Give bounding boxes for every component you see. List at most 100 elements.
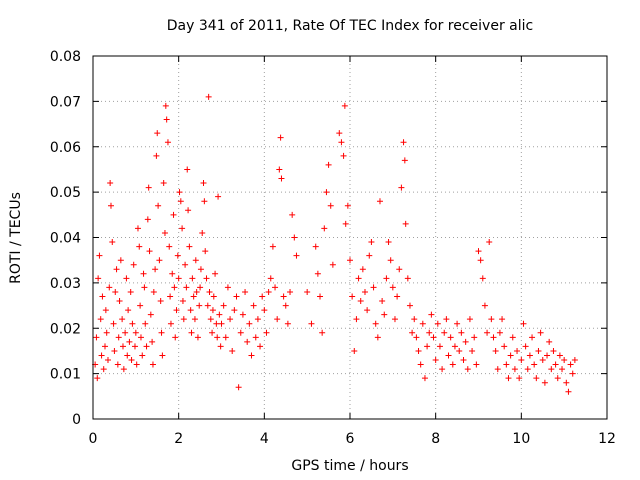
data-point (144, 216, 151, 223)
data-point (188, 329, 195, 336)
data-point (155, 202, 162, 209)
data-point (153, 152, 160, 159)
data-point (389, 284, 396, 291)
data-point (336, 130, 343, 137)
data-point (170, 211, 177, 218)
data-point (120, 366, 127, 373)
data-point (119, 316, 126, 323)
data-point (222, 334, 229, 341)
data-point (161, 229, 168, 236)
data-point (293, 252, 300, 259)
data-point (125, 307, 132, 314)
data-point (217, 343, 224, 350)
data-point (569, 370, 576, 377)
data-point (216, 311, 223, 318)
y-tick-label: 0 (72, 412, 81, 428)
data-point (110, 320, 117, 327)
data-point (116, 298, 123, 305)
data-point (456, 347, 463, 354)
data-point (520, 320, 527, 327)
data-point (215, 193, 222, 200)
data-point (280, 293, 287, 300)
data-point (202, 248, 209, 255)
data-point (189, 275, 196, 282)
data-point (539, 357, 546, 364)
data-point (127, 288, 134, 295)
data-point (107, 202, 114, 209)
data-point (242, 288, 249, 295)
data-point (114, 361, 121, 368)
data-point (194, 334, 201, 341)
data-point (213, 320, 220, 327)
data-point (419, 320, 426, 327)
data-point (344, 202, 351, 209)
data-point (376, 198, 383, 205)
data-point (436, 343, 443, 350)
data-point (473, 361, 480, 368)
data-point (396, 266, 403, 273)
data-point (451, 343, 458, 350)
data-point (469, 347, 476, 354)
data-point (460, 357, 467, 364)
y-tick-label: 0.05 (50, 185, 81, 201)
data-point (471, 334, 478, 341)
data-point (475, 248, 482, 255)
data-point (119, 343, 126, 350)
data-point (565, 388, 572, 395)
data-point (154, 130, 161, 137)
data-point (149, 338, 156, 345)
data-point (541, 379, 548, 386)
data-point (209, 329, 216, 336)
data-point (265, 288, 272, 295)
data-point (387, 257, 394, 264)
data-point (93, 334, 100, 341)
data-point (107, 180, 114, 187)
data-point (522, 343, 529, 350)
data-point (254, 316, 261, 323)
data-point (364, 307, 371, 314)
data-point (186, 243, 193, 250)
data-point (308, 320, 315, 327)
x-tick-label: 8 (431, 431, 440, 447)
data-point (462, 338, 469, 345)
y-tick-label: 0.07 (50, 94, 81, 110)
data-point (323, 189, 330, 196)
data-point (156, 257, 163, 264)
data-point (235, 384, 242, 391)
x-tick-label: 12 (598, 431, 616, 447)
data-point (171, 284, 178, 291)
data-point (212, 270, 219, 277)
data-point (174, 252, 181, 259)
data-point (554, 375, 561, 382)
data-point (207, 316, 214, 323)
data-point (406, 302, 413, 309)
data-point (179, 225, 186, 232)
data-point (284, 320, 291, 327)
data-point (109, 239, 116, 246)
data-point (486, 239, 493, 246)
data-point (200, 180, 207, 187)
data-point (179, 298, 186, 305)
data-point (533, 375, 540, 382)
data-point (272, 284, 279, 291)
data-point (176, 189, 183, 196)
data-point (103, 329, 110, 336)
data-point (167, 320, 174, 327)
data-point (338, 139, 345, 146)
data-point (548, 366, 555, 373)
data-point (321, 225, 328, 232)
data-point (428, 311, 435, 318)
data-point (276, 166, 283, 173)
data-point (197, 284, 204, 291)
data-point (132, 329, 139, 336)
data-points (92, 93, 578, 395)
data-point (353, 316, 360, 323)
data-point (404, 275, 411, 282)
data-point (183, 284, 190, 291)
data-point (201, 198, 208, 205)
data-point (402, 220, 409, 227)
y-tick-label: 0.04 (50, 231, 81, 247)
axis-ticks: 0 2 4 6 8 10 12 0 0.01 0.02 0.03 0.04 0.05 0.06 0.07 0.… (50, 49, 616, 447)
data-point (96, 252, 103, 259)
data-point (248, 352, 255, 359)
